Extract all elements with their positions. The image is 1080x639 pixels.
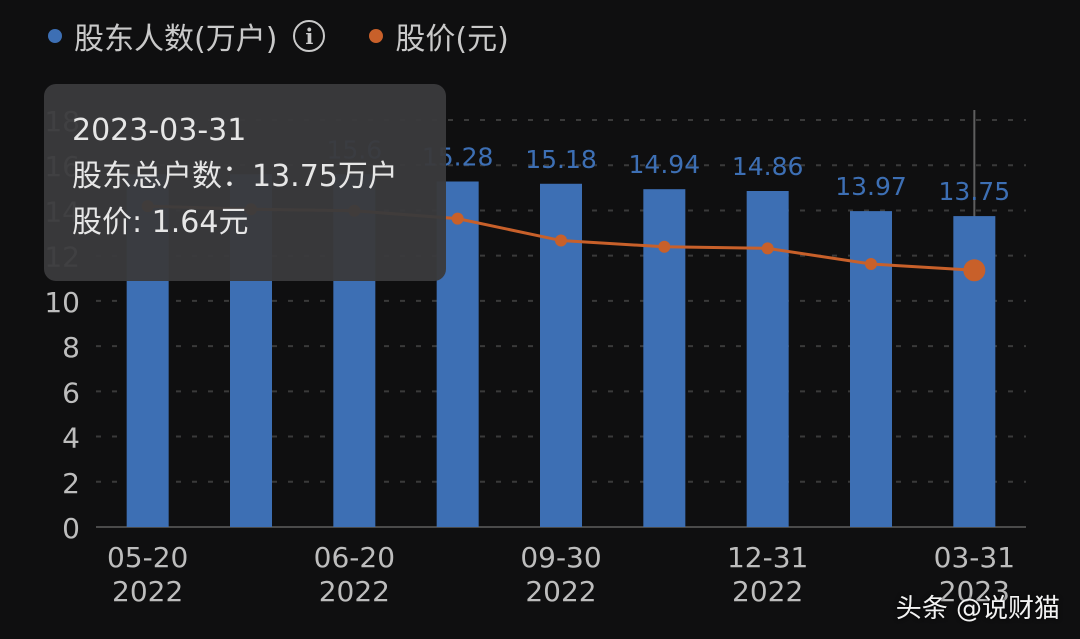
bar-value-label: 14.86	[732, 152, 804, 181]
x-tick-label: 05-20	[107, 541, 188, 574]
tooltip-date: 2023-03-31	[72, 113, 247, 148]
price-point	[555, 234, 567, 247]
x-tick-label: 2022	[732, 575, 803, 608]
legend: 股东人数(万户) i 股价(元)	[48, 14, 553, 58]
price-point	[865, 258, 877, 271]
info-icon[interactable]: i	[293, 20, 326, 52]
price-point	[451, 212, 464, 225]
x-tick-label: 2022	[525, 575, 596, 608]
y-tick-label: 4	[62, 422, 80, 455]
bar-value-label: 14.94	[629, 150, 701, 179]
bar-value-label: 15.18	[525, 145, 597, 174]
legend-dot-holders	[48, 29, 62, 43]
x-tick-label: 2023	[939, 575, 1010, 608]
x-tick-label: 2022	[112, 575, 183, 608]
y-tick-label: 10	[44, 286, 80, 319]
x-tick-label: 06-20	[314, 541, 395, 574]
y-tick-label: 6	[62, 376, 80, 409]
bar	[746, 190, 789, 527]
tooltip-price: 股价: 1.64元	[72, 205, 249, 240]
x-tick-label: 2022	[319, 575, 390, 608]
tooltip: 2023-03-31 股东总户数：13.75万户 股价: 1.64元	[44, 84, 446, 281]
legend-item-price[interactable]: 股价(元)	[369, 14, 509, 58]
tooltip-holders: 股东总户数：13.75万户	[72, 159, 398, 194]
x-tick-label: 03-31	[934, 541, 1015, 574]
price-point	[963, 259, 986, 282]
price-point	[761, 242, 774, 255]
bar	[643, 189, 686, 527]
price-point	[658, 240, 671, 253]
watermark: 头条 @说财猫	[895, 594, 1060, 624]
bar-value-label: 13.75	[939, 177, 1011, 206]
x-tick-label: 09-30	[520, 541, 601, 574]
y-tick-label: 8	[62, 331, 80, 364]
legend-item-holders[interactable]: 股东人数(万户) i	[48, 14, 326, 58]
y-tick-label: 0	[62, 512, 80, 545]
bar-value-label: 13.97	[835, 172, 907, 201]
legend-label-price: 股价(元)	[395, 22, 509, 57]
legend-dot-price	[369, 29, 384, 43]
legend-label-holders: 股东人数(万户)	[74, 22, 278, 57]
y-tick-label: 2	[62, 467, 80, 500]
x-tick-label: 12-31	[727, 541, 808, 574]
